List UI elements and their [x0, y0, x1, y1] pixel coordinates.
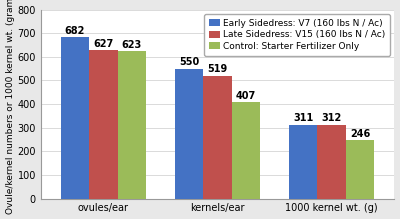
Bar — [289, 125, 318, 199]
Bar — [203, 76, 232, 199]
Text: 623: 623 — [122, 40, 142, 50]
Text: 311: 311 — [293, 113, 313, 124]
Legend: Early Sidedress: V7 (160 lbs N / Ac), Late Sidedress: V15 (160 lbs N / Ac), Cont: Early Sidedress: V7 (160 lbs N / Ac), La… — [204, 14, 390, 55]
Bar — [346, 140, 374, 199]
Text: 519: 519 — [208, 64, 228, 74]
Y-axis label: Ovule/kernel numbers or 1000 kernel wt. (gram): Ovule/kernel numbers or 1000 kernel wt. … — [6, 0, 14, 214]
Text: 627: 627 — [93, 39, 114, 49]
Bar — [61, 37, 89, 199]
Bar — [118, 51, 146, 199]
Text: 246: 246 — [350, 129, 370, 139]
Text: 407: 407 — [236, 91, 256, 101]
Bar — [232, 102, 260, 199]
Bar — [175, 69, 203, 199]
Text: 312: 312 — [322, 113, 342, 123]
Text: 550: 550 — [179, 57, 199, 67]
Bar — [89, 50, 118, 199]
Bar — [318, 125, 346, 199]
Text: 682: 682 — [65, 26, 85, 36]
